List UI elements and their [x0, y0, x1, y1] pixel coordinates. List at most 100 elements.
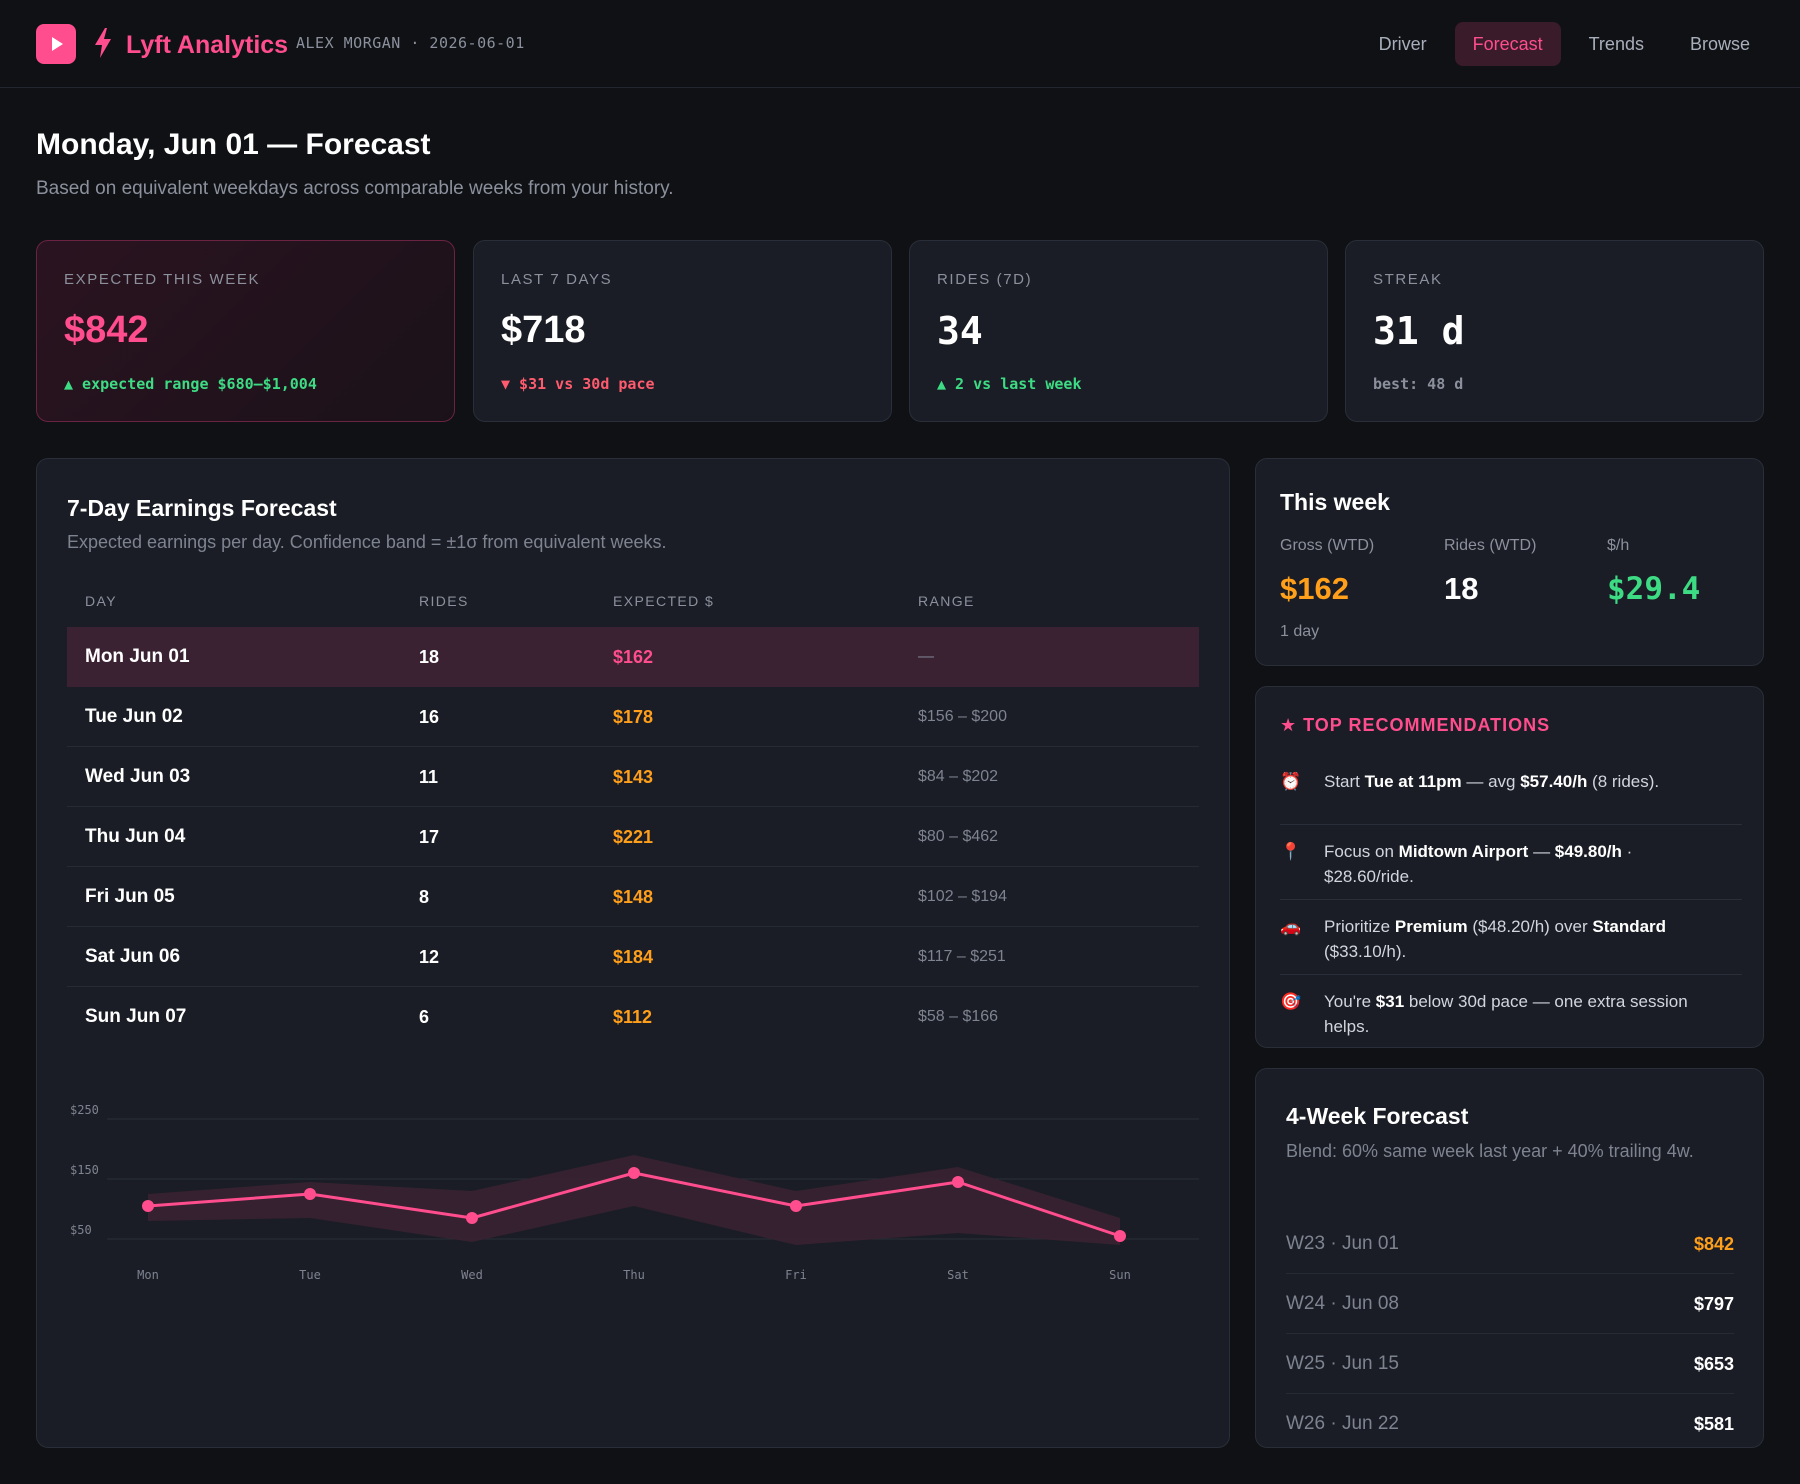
- x-tick-label: Fri: [785, 1268, 807, 1282]
- table-row[interactable]: Mon Jun 01 18 $162 —: [67, 627, 1199, 687]
- recommendation-text: Start Tue at 11pm — avg $57.40/h (8 ride…: [1324, 772, 1660, 791]
- x-tick-label: Thu: [623, 1268, 645, 1282]
- data-point: [142, 1200, 154, 1212]
- kpi-last-7-days: LAST 7 DAYS $718 ▼ $31 vs 30d pace: [473, 240, 892, 422]
- x-tick-label: Wed: [461, 1268, 483, 1282]
- seven-day-forecast-panel: 7-Day Earnings Forecast Expected earning…: [36, 458, 1230, 1448]
- kpi-label: LAST 7 DAYS: [501, 271, 613, 288]
- cell-expected: $112: [613, 1007, 653, 1027]
- kpi-expected-week: EXPECTED THIS WEEK $842 ▲ expected range…: [36, 240, 455, 422]
- recommendations-panel: ★ TOP RECOMMENDATIONS ⏰ Start Tue at 11p…: [1255, 686, 1764, 1048]
- week-label: W24 · Jun 08: [1286, 1293, 1399, 1314]
- main-nav: Driver Forecast Trends Browse: [1361, 22, 1768, 66]
- list-item[interactable]: W24 · Jun 08 $797: [1286, 1274, 1734, 1334]
- panel-subtitle: Blend: 60% same week last year + 40% tra…: [1286, 1141, 1694, 1161]
- panel-title: ★ TOP RECOMMENDATIONS: [1280, 715, 1551, 735]
- data-point: [628, 1167, 640, 1179]
- table-row[interactable]: Wed Jun 03 11 $143 $84 – $202: [67, 747, 1199, 807]
- cell-range: $80 – $462: [918, 828, 999, 845]
- page-subtitle: Based on equivalent weekdays across comp…: [36, 178, 674, 199]
- gross-value: $162: [1280, 571, 1349, 606]
- table-row[interactable]: Sun Jun 07 6 $112 $58 – $166: [67, 987, 1199, 1047]
- cell-expected: $184: [613, 947, 654, 967]
- cell-rides: 17: [419, 827, 440, 847]
- cell-range: —: [918, 648, 934, 665]
- cell-rides: 8: [419, 887, 430, 907]
- recommendation-text: You're $31 below 30d pace — one extra se…: [1324, 992, 1688, 1036]
- cell-expected: $221: [613, 827, 654, 847]
- column-header-expected: EXPECTED $: [613, 593, 715, 609]
- cell-day: Mon Jun 01: [85, 646, 190, 667]
- recommendation-text: Focus on Midtown Airport — $49.80/h · $2…: [1324, 842, 1633, 886]
- nav-browse[interactable]: Browse: [1689, 34, 1750, 54]
- car-icon: 🚗: [1280, 917, 1302, 936]
- cell-day: Fri Jun 05: [85, 886, 175, 907]
- y-tick-label: $250: [70, 1103, 99, 1117]
- x-tick-label: Mon: [137, 1268, 159, 1282]
- four-week-forecast-panel: 4-Week Forecast Blend: 60% same week las…: [1255, 1068, 1764, 1448]
- earnings-forecast-chart: $250 $150 $50 Mon Tue Wed Thu Fri Sat Sun: [70, 1103, 1199, 1282]
- kpi-label: RIDES (7D): [937, 271, 1033, 288]
- x-tick-label: Sun: [1109, 1268, 1131, 1282]
- cell-rides: 11: [419, 767, 439, 787]
- pin-icon: 📍: [1280, 842, 1302, 861]
- cell-expected: $178: [613, 707, 654, 727]
- cell-day: Wed Jun 03: [85, 766, 191, 787]
- kpi-delta: best: 48 d: [1373, 375, 1464, 393]
- rides-value: 18: [1444, 571, 1479, 606]
- data-point: [1114, 1230, 1126, 1242]
- rides-label: Rides (WTD): [1444, 537, 1537, 554]
- cell-day: Thu Jun 04: [85, 826, 186, 847]
- week-value: $581: [1693, 1414, 1734, 1434]
- recommendation-item: 🎯 You're $31 below 30d pace — one extra …: [1280, 975, 1742, 1045]
- nav-forecast[interactable]: Forecast: [1454, 22, 1561, 66]
- cell-range: $58 – $166: [918, 1008, 999, 1025]
- this-week-panel: This week Gross (WTD) Rides (WTD) $/h $1…: [1255, 458, 1764, 666]
- week-value: $653: [1693, 1354, 1734, 1374]
- data-point: [790, 1200, 802, 1212]
- target-icon: 🎯: [1280, 992, 1302, 1011]
- data-point: [952, 1176, 964, 1188]
- data-point: [304, 1188, 316, 1200]
- week-label: W26 · Jun 22: [1286, 1413, 1399, 1434]
- cell-range: $84 – $202: [918, 768, 999, 785]
- alarm-clock-icon: ⏰: [1280, 772, 1302, 791]
- list-item[interactable]: W23 · Jun 01 $842: [1286, 1214, 1734, 1274]
- recommendation-text: Prioritize Premium ($48.20/h) over Stand…: [1324, 917, 1667, 961]
- cell-day: Tue Jun 02: [85, 706, 183, 727]
- cell-rides: 18: [419, 647, 440, 667]
- panel-title: This week: [1280, 489, 1390, 515]
- logo-play-icon[interactable]: [36, 24, 76, 64]
- table-row[interactable]: Sat Jun 06 12 $184 $117 – $251: [67, 927, 1199, 987]
- confidence-band: [148, 1155, 1120, 1245]
- kpi-value: $718: [501, 309, 586, 351]
- list-item[interactable]: W26 · Jun 22 $581: [1286, 1394, 1734, 1454]
- recommendation-item: 🚗 Prioritize Premium ($48.20/h) over Sta…: [1280, 900, 1742, 975]
- brand-name: Lyft Analytics: [126, 31, 289, 59]
- user-date-line: ALEX MORGAN · 2026-06-01: [296, 34, 525, 52]
- week-label: W23 · Jun 01: [1286, 1233, 1399, 1254]
- kpi-delta: ▲ 2 vs last week: [937, 375, 1082, 393]
- table-row[interactable]: Fri Jun 05 8 $148 $102 – $194: [67, 867, 1199, 927]
- y-tick-label: $150: [70, 1163, 99, 1177]
- days-note: 1 day: [1280, 623, 1320, 640]
- cell-rides: 12: [419, 947, 440, 967]
- recommendation-item: 📍 Focus on Midtown Airport — $49.80/h · …: [1280, 825, 1742, 900]
- recommendation-item: ⏰ Start Tue at 11pm — avg $57.40/h (8 ri…: [1280, 769, 1742, 825]
- list-item[interactable]: W25 · Jun 15 $653: [1286, 1334, 1734, 1394]
- cell-rides: 16: [419, 707, 440, 727]
- nav-driver[interactable]: Driver: [1378, 34, 1427, 54]
- panel-title: 4-Week Forecast: [1286, 1103, 1469, 1129]
- table-row[interactable]: Tue Jun 02 16 $178 $156 – $200: [67, 687, 1199, 747]
- page-title: Monday, Jun 01 — Forecast: [36, 128, 431, 161]
- cell-range: $102 – $194: [918, 888, 1007, 905]
- top-bar: Lyft Analytics ALEX MORGAN · 2026-06-01 …: [0, 0, 1800, 88]
- kpi-label: EXPECTED THIS WEEK: [64, 271, 261, 288]
- kpi-streak: STREAK 31 d best: 48 d: [1345, 240, 1764, 422]
- data-point: [466, 1212, 478, 1224]
- nav-trends[interactable]: Trends: [1588, 34, 1644, 54]
- cell-range: $156 – $200: [918, 708, 1007, 725]
- panel-title: 7-Day Earnings Forecast: [67, 495, 337, 521]
- panel-subtitle: Expected earnings per day. Confidence ba…: [67, 532, 667, 552]
- table-row[interactable]: Thu Jun 04 17 $221 $80 – $462: [67, 807, 1199, 867]
